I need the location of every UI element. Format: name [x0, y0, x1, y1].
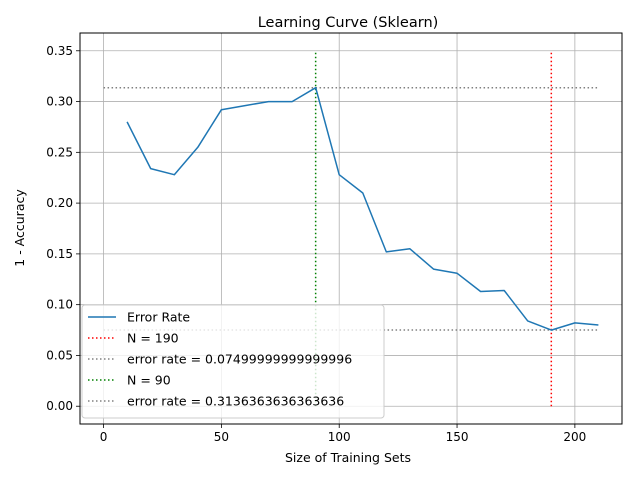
series [126, 86, 599, 331]
ticks: 0 50 100 150 200 0.00 0.05 0.10 0.15 0.20 0.25 0.30… [46, 44, 586, 444]
legend: Error Rate N = 190 error rate = 0.07499999… [81, 304, 385, 419]
y-tick-label: 0.30 [46, 95, 73, 109]
series-line-error-rate [126, 86, 599, 331]
y-tick-label: 0.10 [46, 298, 73, 312]
reference-lines [103, 50, 599, 407]
y-tick-label: 0.35 [46, 44, 73, 58]
legend-label: Error Rate [127, 310, 190, 325]
x-tick-label: 50 [214, 430, 229, 444]
x-tick-label: 100 [328, 430, 351, 444]
y-tick-label: 0.25 [46, 145, 73, 159]
x-tick-label: 0 [100, 430, 108, 444]
y-tick-label: 0.15 [46, 247, 73, 261]
x-axis-label: Size of Training Sets [285, 450, 411, 465]
legend-label: error rate = 0.3136363636363636 [127, 394, 344, 409]
chart-title: Learning Curve (Sklearn) [258, 15, 439, 31]
y-axis-label: 1 - Accuracy [12, 189, 27, 267]
x-tick-label: 150 [446, 430, 469, 444]
y-tick-label: 0.05 [46, 348, 73, 362]
legend-label: N = 90 [127, 373, 171, 388]
legend-label: error rate = 0.07499999999999996 [127, 352, 352, 367]
y-tick-label: 0.20 [46, 196, 73, 210]
y-tick-label: 0.00 [46, 399, 73, 413]
x-tick-label: 200 [563, 430, 586, 444]
axes-frame [79, 32, 623, 425]
legend-box [81, 304, 385, 419]
legend-label: N = 190 [127, 331, 179, 346]
